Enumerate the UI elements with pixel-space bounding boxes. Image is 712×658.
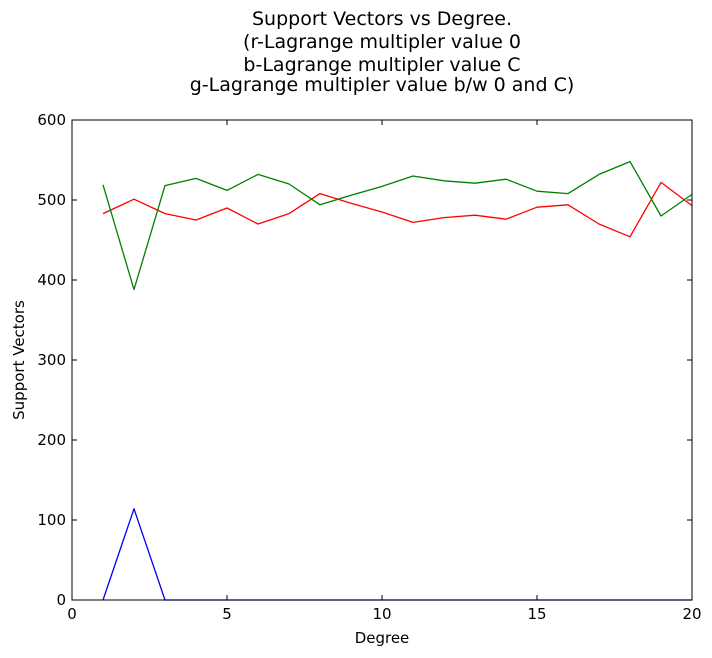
y-tick-label: 400 [37, 271, 66, 289]
series-layer [102, 160, 693, 601]
series-line-3 [102, 160, 693, 291]
y-axis-label: Support Vectors [10, 300, 28, 420]
y-tick-label: 600 [37, 111, 66, 129]
y-tick-label: 300 [37, 351, 66, 369]
series-line-2 [102, 508, 692, 601]
chart-title-line-2: (r-Lagrange multipler value 0 [243, 31, 521, 53]
x-tick-label: 15 [527, 605, 546, 623]
y-tick-label: 500 [37, 191, 66, 209]
chart-title: Support Vectors vs Degree. (r-Lagrange m… [190, 8, 575, 96]
x-tick-label: 5 [222, 605, 232, 623]
y-tick-label: 100 [37, 511, 66, 529]
chart-title-line-4: g-Lagrange multipler value b/w 0 and C) [190, 74, 575, 96]
chart-title-line-3: b-Lagrange multipler value C [243, 54, 520, 76]
y-tick-label: 0 [56, 591, 66, 609]
x-tick-label: 0 [67, 605, 77, 623]
y-tick-label: 200 [37, 431, 66, 449]
chart-title-line-1: Support Vectors vs Degree. [252, 8, 512, 30]
x-axis-label: Degree [355, 629, 410, 647]
series-line-1 [102, 181, 693, 238]
x-tick-label: 20 [682, 605, 701, 623]
plot-frame [71, 119, 693, 601]
x-tick-label: 10 [372, 605, 391, 623]
